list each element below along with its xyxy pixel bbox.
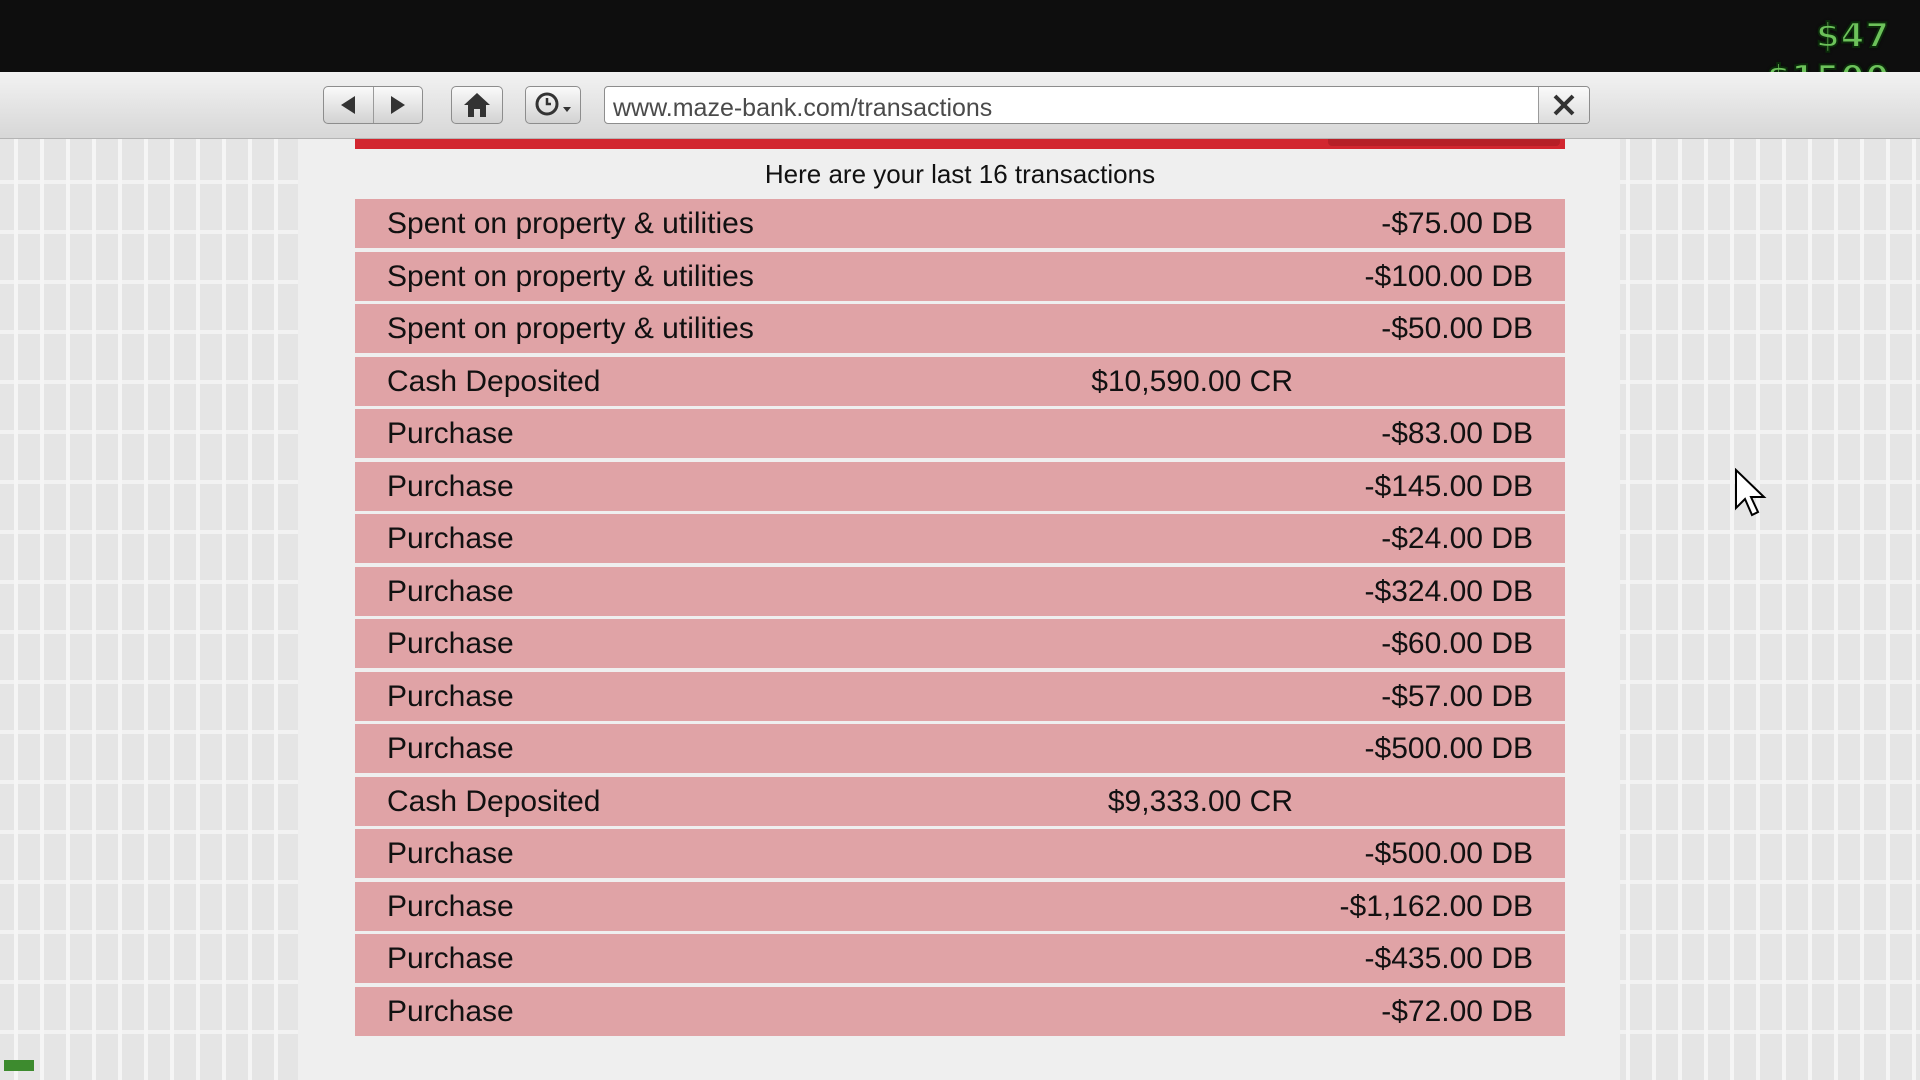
transaction-debit-amount: -$500.00 DB <box>1364 732 1533 765</box>
transaction-label: Purchase <box>387 837 514 870</box>
transaction-label: Spent on property & utilities <box>387 312 754 345</box>
url-text: www.maze-bank.com/transactions <box>613 94 993 122</box>
transaction-debit-amount: -$83.00 DB <box>1381 417 1533 450</box>
transaction-debit-amount: -$57.00 DB <box>1381 679 1533 713</box>
corner-indicator <box>4 1060 34 1071</box>
transaction-row: Purchase -$500.00 DB <box>355 724 1565 773</box>
transaction-row: Purchase -$324.00 DB <box>355 566 1565 616</box>
transaction-row: Cash Deposited $10,590.00 CR <box>355 356 1565 406</box>
transaction-debit-amount: -$60.00 DB <box>1381 627 1533 660</box>
mouse-cursor-icon <box>1735 468 1767 517</box>
transaction-row: Purchase -$1,162.00 DB <box>355 881 1565 931</box>
back-icon <box>341 96 356 114</box>
transaction-debit-amount: -$75.00 DB <box>1381 207 1533 240</box>
transaction-label: Cash Deposited <box>387 784 601 818</box>
transaction-credit-amount: $9,333.00 CR <box>1107 784 1293 818</box>
transaction-credit-amount: $10,590.00 CR <box>1091 364 1293 398</box>
transaction-debit-amount: -$145.00 DB <box>1364 469 1533 503</box>
transaction-row: Purchase -$57.00 DB <box>355 671 1565 721</box>
forward-button[interactable] <box>372 87 423 123</box>
transaction-debit-amount: -$324.00 DB <box>1364 574 1533 608</box>
page-content: Here are your last 16 transactions Spent… <box>0 139 1920 1080</box>
transaction-row: Spent on property & utilities -$75.00 DB <box>355 199 1565 248</box>
transaction-label: Purchase <box>387 732 514 765</box>
transaction-label: Spent on property & utilities <box>387 259 754 293</box>
transaction-label: Purchase <box>387 889 514 923</box>
transactions-header: Here are your last 16 transactions <box>764 159 1156 189</box>
transaction-label: Purchase <box>387 417 514 450</box>
transaction-label: Purchase <box>387 522 514 555</box>
history-button[interactable] <box>525 86 581 124</box>
transaction-debit-amount: -$500.00 DB <box>1364 837 1533 870</box>
hud-cash: $47 <box>1815 15 1890 57</box>
transaction-row: Cash Deposited $9,333.00 CR <box>355 776 1565 826</box>
close-button[interactable] <box>1538 87 1589 123</box>
transaction-debit-amount: -$1,162.00 DB <box>1339 889 1533 923</box>
transaction-label: Spent on property & utilities <box>387 207 754 240</box>
transaction-row: Spent on property & utilities -$50.00 DB <box>355 304 1565 353</box>
transaction-label: Purchase <box>387 627 514 660</box>
transaction-row: Purchase -$83.00 DB <box>355 409 1565 458</box>
transaction-debit-amount: -$50.00 DB <box>1381 312 1533 345</box>
transaction-debit-amount: -$100.00 DB <box>1364 259 1533 293</box>
game-top-bar <box>0 0 1920 72</box>
transactions-list: Spent on property & utilities -$75.00 DB S… <box>355 199 1565 1039</box>
nav-buttons <box>323 86 423 124</box>
transaction-row: Purchase -$24.00 DB <box>355 514 1565 563</box>
forward-icon <box>390 96 405 114</box>
transaction-label: Purchase <box>387 574 514 608</box>
transaction-label: Purchase <box>387 679 514 713</box>
transaction-row: Purchase -$435.00 DB <box>355 934 1565 983</box>
history-icon <box>535 92 571 116</box>
transaction-row: Purchase -$72.00 DB <box>355 986 1565 1036</box>
transaction-row: Purchase -$60.00 DB <box>355 619 1565 668</box>
transaction-label: Cash Deposited <box>387 364 601 398</box>
header-red-tab <box>1328 139 1560 146</box>
url-bar[interactable]: www.maze-bank.com/transactions <box>604 86 1590 124</box>
transaction-debit-amount: -$24.00 DB <box>1381 522 1533 555</box>
transaction-debit-amount: -$435.00 DB <box>1364 942 1533 975</box>
transaction-label: Purchase <box>387 994 514 1028</box>
transaction-row: Purchase -$500.00 DB <box>355 829 1565 878</box>
transaction-label: Purchase <box>387 942 514 975</box>
home-icon <box>464 93 490 117</box>
browser-toolbar: www.maze-bank.com/transactions <box>0 72 1920 139</box>
close-icon <box>1553 94 1575 116</box>
transaction-debit-amount: -$72.00 DB <box>1381 994 1533 1028</box>
transaction-row: Spent on property & utilities -$100.00 DB <box>355 251 1565 301</box>
home-button[interactable] <box>451 86 503 124</box>
back-button[interactable] <box>324 87 373 123</box>
transaction-row: Purchase -$145.00 DB <box>355 461 1565 511</box>
transaction-label: Purchase <box>387 469 514 503</box>
header-red-bar <box>355 139 1565 149</box>
